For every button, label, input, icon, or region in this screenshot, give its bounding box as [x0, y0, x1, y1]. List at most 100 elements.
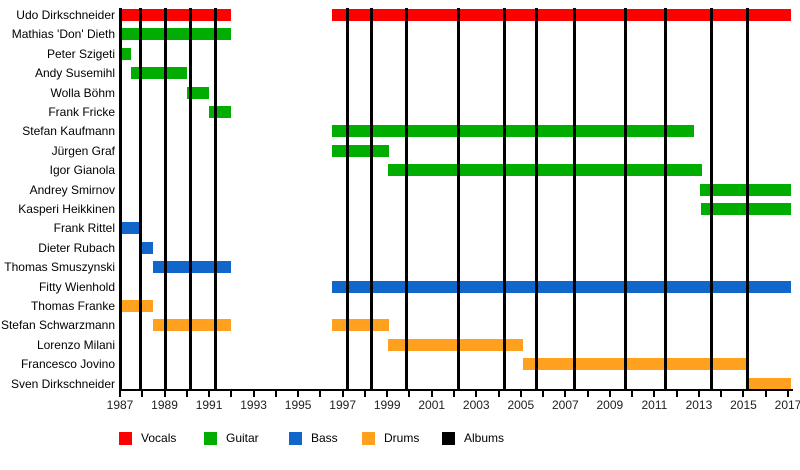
album-release-line — [189, 8, 193, 390]
x-axis-tick — [787, 391, 789, 397]
x-axis-tick — [564, 391, 567, 397]
x-axis-tick — [208, 391, 211, 397]
x-axis-tick — [586, 391, 589, 397]
legend-label-vocals: Vocals — [141, 431, 177, 445]
member-tenure-bar — [120, 28, 232, 41]
legend-swatch-guitar — [204, 432, 217, 445]
member-tenure-bar — [153, 261, 232, 274]
member-name-label: Lorenzo Milani — [36, 337, 115, 352]
member-name-label: Sven Dirkschneider — [10, 376, 115, 391]
member-name-label: Andy Susemihl — [34, 66, 115, 81]
x-axis-tick — [363, 391, 366, 397]
legend-swatch-bass — [289, 432, 302, 445]
album-release-line — [214, 8, 218, 390]
member-name-label: Mathias 'Don' Dieth — [11, 27, 115, 42]
x-axis-tick-label: 2013 — [685, 398, 713, 412]
member-name-label: Kasperi Heikkinen — [18, 202, 115, 216]
member-name-label: Francesco Jovino — [20, 357, 115, 372]
album-release-line — [138, 8, 142, 390]
member-name-label: Stefan Schwarzmann — [0, 318, 115, 333]
x-axis-tick-label: 2011 — [641, 398, 668, 412]
x-axis-tick-label: 1991 — [195, 398, 223, 412]
x-axis-tick — [764, 391, 767, 397]
album-release-line — [346, 8, 350, 390]
member-tenure-bar — [331, 319, 390, 332]
x-axis-tick — [141, 391, 144, 397]
album-release-line — [745, 8, 749, 390]
x-axis-tick-label: 1999 — [373, 398, 401, 412]
x-axis-tick-label: 2003 — [462, 398, 490, 412]
x-axis-tick — [608, 391, 611, 397]
x-axis-tick — [341, 391, 344, 397]
x-axis-tick — [408, 391, 411, 397]
member-tenure-bar — [700, 183, 792, 196]
member-tenure-bar — [388, 338, 524, 351]
album-release-line — [663, 8, 667, 390]
album-release-line — [572, 8, 576, 390]
x-axis-tick — [297, 391, 300, 397]
timeline-start-line — [119, 8, 122, 390]
member-tenure-bar — [331, 280, 792, 293]
x-axis-line — [119, 389, 793, 391]
member-tenure-bar — [186, 86, 210, 99]
legend-label-bass: Bass — [311, 431, 338, 445]
member-tenure-bar — [331, 9, 792, 21]
x-axis-tick — [519, 391, 522, 397]
x-axis-tick — [185, 391, 188, 397]
x-axis-tick — [430, 391, 433, 397]
member-tenure-bar — [131, 67, 187, 80]
legend-swatch-vocals — [119, 432, 132, 445]
member-tenure-bar — [120, 47, 132, 60]
member-tenure-bar — [331, 125, 695, 138]
x-axis-tick — [119, 391, 121, 397]
album-release-line — [457, 8, 461, 390]
member-name-label: Dieter Rubach — [38, 240, 115, 255]
x-axis-tick — [163, 391, 166, 397]
x-axis-tick — [230, 391, 233, 397]
legend-swatch-albums — [442, 432, 455, 445]
album-release-line — [709, 8, 713, 390]
album-release-line — [163, 8, 167, 390]
x-axis-tick — [631, 391, 634, 397]
member-tenure-bar — [120, 222, 143, 235]
album-release-line — [503, 8, 507, 390]
x-axis-tick-label: 1989 — [151, 398, 178, 412]
member-tenure-bar — [120, 9, 232, 21]
member-name-label: Stefan Kaufmann — [22, 124, 115, 139]
member-name-label: Frank Rittel — [53, 221, 115, 236]
member-name-label: Thomas Smuszynski — [4, 260, 115, 275]
member-tenure-bar — [153, 319, 232, 332]
legend-label-albums: Albums — [464, 431, 505, 445]
album-release-line — [369, 8, 373, 390]
album-release-line — [624, 8, 628, 390]
member-name-label: Frank Fricke — [48, 105, 115, 119]
member-tenure-bar — [142, 241, 154, 254]
x-axis-tick — [386, 391, 389, 397]
legend-label-drums: Drums — [384, 431, 420, 445]
x-axis-tick-label: 2007 — [551, 398, 579, 412]
x-axis-tick-label: 2009 — [596, 398, 624, 412]
x-axis-tick — [274, 391, 277, 397]
x-axis-tick — [453, 391, 455, 397]
x-axis-tick — [497, 391, 500, 397]
member-tenure-bar — [749, 377, 792, 390]
member-tenure-bar — [388, 164, 703, 177]
x-axis-tick — [475, 391, 478, 397]
x-axis-tick-label: 1995 — [284, 398, 312, 412]
x-axis-tick-label: 2017 — [774, 398, 800, 412]
x-axis-tick-label: 2001 — [418, 398, 446, 412]
member-name-label: Wolla Böhm — [50, 85, 115, 100]
member-name-label: Igor Gianola — [49, 163, 115, 178]
x-axis-tick — [742, 391, 745, 397]
x-axis-tick — [319, 391, 322, 397]
member-tenure-bar — [331, 144, 390, 157]
x-axis-tick-label: 1993 — [240, 398, 267, 412]
x-axis-tick-label: 2005 — [507, 398, 535, 412]
x-axis-tick — [252, 391, 255, 397]
x-axis-tick — [542, 391, 545, 397]
x-axis-tick-label: 1997 — [329, 398, 356, 412]
member-name-label: Fitty Wienhold — [38, 279, 115, 294]
x-axis-tick — [697, 391, 700, 397]
member-name-label: Andrey Smirnov — [29, 182, 115, 197]
